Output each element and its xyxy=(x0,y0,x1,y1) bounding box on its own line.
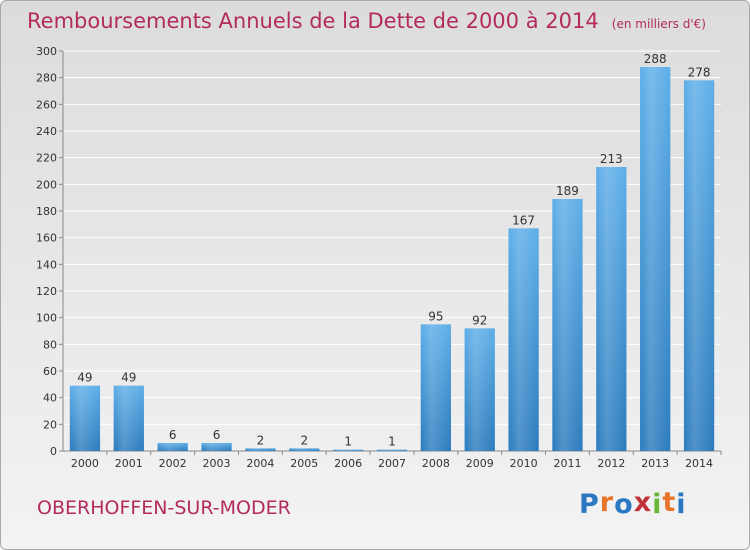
x-tick-label-2008: 2008 xyxy=(422,457,450,470)
bar-shine-2002 xyxy=(157,443,188,451)
data-label-2008: 95 xyxy=(428,309,443,323)
data-label-2014: 278 xyxy=(688,65,711,79)
x-tick-label-2013: 2013 xyxy=(641,457,669,470)
bar-shine-2006 xyxy=(332,449,364,451)
logo-letter: i xyxy=(652,489,663,520)
y-tick-label: 280 xyxy=(36,72,57,85)
bar-shine-2012 xyxy=(596,167,627,451)
data-label-2012: 213 xyxy=(600,152,623,166)
commune-name: OBERHOFFEN-SUR-MODER xyxy=(37,497,291,519)
x-tick-label-2010: 2010 xyxy=(510,457,538,470)
chart-unit-note: (en milliers d'€) xyxy=(611,17,706,31)
x-tick-label-2001: 2001 xyxy=(115,457,143,470)
data-label-2009: 92 xyxy=(472,313,487,327)
data-label-2000: 49 xyxy=(77,371,92,385)
bar-shine-2014 xyxy=(683,80,715,451)
y-tick-label: 140 xyxy=(36,258,57,271)
bar-layer xyxy=(69,67,715,451)
x-tick-label-2002: 2002 xyxy=(159,457,187,470)
y-tick-label: 180 xyxy=(36,205,57,218)
bar-shine-2009 xyxy=(464,328,495,451)
data-label-2005: 2 xyxy=(300,433,308,447)
data-label-2001: 49 xyxy=(121,371,136,385)
bar-shine-2001 xyxy=(113,385,144,451)
x-tick-label-2007: 2007 xyxy=(378,457,406,470)
x-tick-label-2000: 2000 xyxy=(71,457,99,470)
bar-shine-2013 xyxy=(640,67,671,451)
x-tick-label-2012: 2012 xyxy=(597,457,625,470)
x-tick-label-2003: 2003 xyxy=(203,457,231,470)
y-tick-label: 240 xyxy=(36,125,57,138)
logo-letter: t xyxy=(662,487,677,518)
chart-title: Remboursements Annuels de la Dette de 20… xyxy=(27,9,706,33)
y-tick-label: 60 xyxy=(43,365,57,378)
logo-letter: r xyxy=(599,487,615,518)
y-tick-label: 20 xyxy=(43,418,57,431)
y-tick-label: 80 xyxy=(43,338,57,351)
x-tick-label-2014: 2014 xyxy=(685,457,713,470)
bar-shine-2003 xyxy=(201,443,232,451)
x-tick-label-2009: 2009 xyxy=(466,457,494,470)
proxiti-logo[interactable]: Proxiti xyxy=(579,487,687,520)
data-label-2002: 6 xyxy=(169,428,177,442)
y-tick-label: 220 xyxy=(36,152,57,165)
bar-shine-2010 xyxy=(508,228,539,451)
bar-shine-2000 xyxy=(69,385,101,451)
data-label-2006: 1 xyxy=(344,435,352,449)
y-tick-label: 160 xyxy=(36,232,57,245)
logo-letter: o xyxy=(614,489,634,520)
bar-shine-2005 xyxy=(289,448,320,451)
data-label-2004: 2 xyxy=(257,433,265,447)
x-tick-label-2011: 2011 xyxy=(553,457,581,470)
data-label-2011: 189 xyxy=(556,184,579,198)
bar-shine-2011 xyxy=(552,199,583,451)
x-tick-label-2005: 2005 xyxy=(290,457,318,470)
y-tick-label: 100 xyxy=(36,312,57,325)
data-label-2003: 6 xyxy=(213,428,221,442)
label-layer: 2000 49 2001 49 2002 6 2003 6 2004 2 2005 2 2006 1 200… xyxy=(71,52,713,470)
y-tick-label: 300 xyxy=(36,45,57,58)
y-tick-label: 200 xyxy=(36,178,57,191)
x-tick-label-2006: 2006 xyxy=(334,457,362,470)
logo-letter: x xyxy=(633,487,653,518)
bar-shine-2004 xyxy=(245,448,276,451)
y-tick-label: 40 xyxy=(43,392,57,405)
data-label-2010: 167 xyxy=(512,213,535,227)
x-tick-label-2004: 2004 xyxy=(246,457,274,470)
data-label-2013: 288 xyxy=(644,52,667,66)
bar-shine-2007 xyxy=(376,449,408,451)
y-tick-label: 0 xyxy=(50,445,57,458)
data-label-2007: 1 xyxy=(388,435,396,449)
bar-shine-2008 xyxy=(420,324,452,451)
logo-letter: i xyxy=(676,489,687,520)
y-tick-label: 260 xyxy=(36,98,57,111)
chart-title-text: Remboursements Annuels de la Dette de 20… xyxy=(27,9,599,33)
logo-letter: P xyxy=(579,489,600,520)
y-tick-label: 120 xyxy=(36,285,57,298)
